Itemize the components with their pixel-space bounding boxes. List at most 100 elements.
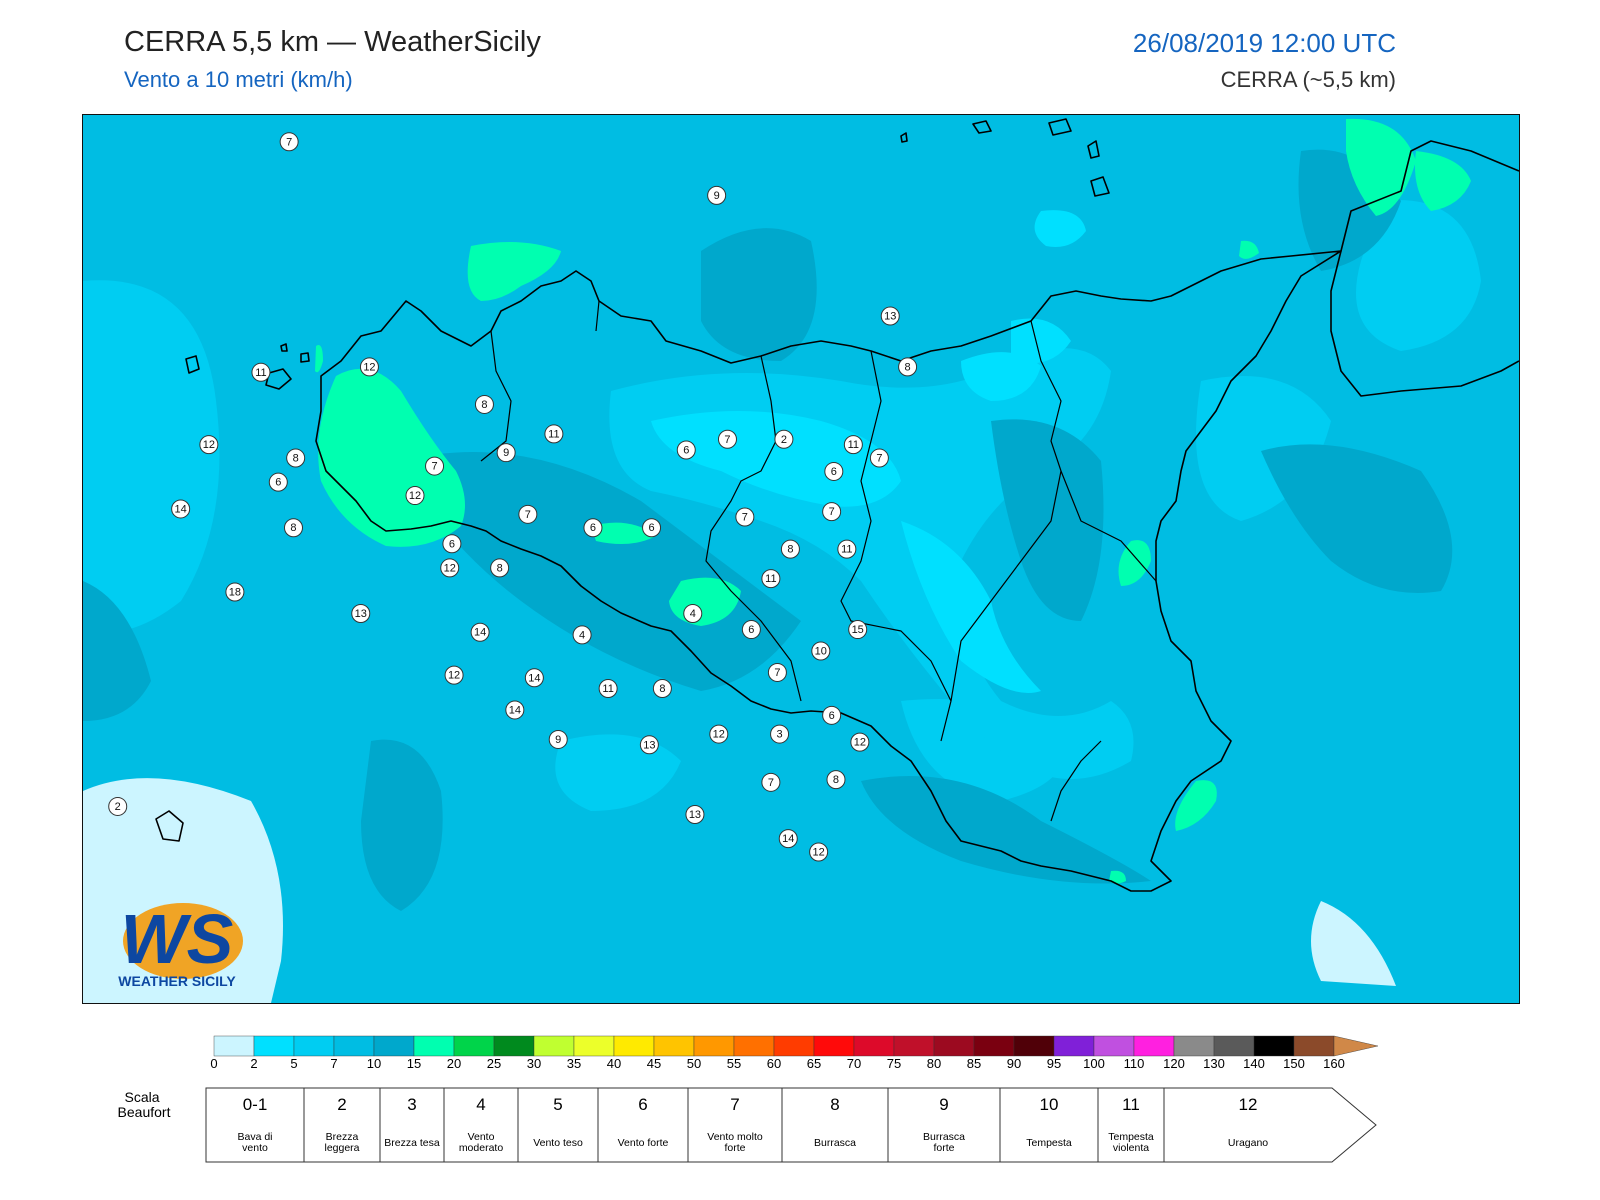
station-circle xyxy=(709,724,729,744)
station-marker[interactable]: 4 xyxy=(572,625,592,645)
station-circle xyxy=(741,620,761,640)
station-marker[interactable]: 7 xyxy=(425,456,445,476)
station-wind-value: 12 xyxy=(713,729,725,741)
station-wind-value: 9 xyxy=(555,734,561,746)
station-marker[interactable]: 14 xyxy=(524,668,544,688)
station-marker[interactable]: 12 xyxy=(709,724,729,744)
colorbar-tick: 85 xyxy=(967,1056,981,1069)
map-title: CERRA 5,5 km — WeatherSicily xyxy=(124,26,541,58)
station-wind-value: 18 xyxy=(229,587,241,599)
station-marker[interactable]: 18 xyxy=(225,582,245,602)
colorbar-cell xyxy=(1013,1035,1055,1057)
station-wind-value: 14 xyxy=(782,833,794,845)
station-wind-value: 12 xyxy=(444,562,456,574)
station-marker[interactable]: 8 xyxy=(826,770,846,790)
station-wind-value: 6 xyxy=(590,522,596,534)
station-marker[interactable]: 8 xyxy=(652,679,672,699)
station-marker[interactable]: 11 xyxy=(761,569,781,589)
station-marker[interactable]: 12 xyxy=(440,558,460,578)
station-marker[interactable]: 15 xyxy=(848,620,868,640)
station-wind-value: 13 xyxy=(643,739,655,751)
station-marker[interactable]: 3 xyxy=(770,724,790,744)
station-marker[interactable]: 12 xyxy=(850,732,870,752)
station-marker[interactable]: 6 xyxy=(442,534,462,554)
logo-letters: WS xyxy=(121,900,234,978)
station-marker[interactable]: 7 xyxy=(735,507,755,527)
station-marker[interactable]: 7 xyxy=(767,662,787,682)
colorbar-tick: 10 xyxy=(367,1056,381,1069)
beaufort-title-line1: Scala xyxy=(125,1089,160,1105)
station-wind-value: 9 xyxy=(503,447,509,459)
station-marker[interactable]: 11 xyxy=(544,424,564,444)
station-marker[interactable]: 2 xyxy=(108,796,128,816)
station-marker[interactable]: 13 xyxy=(685,804,705,824)
station-marker[interactable]: 14 xyxy=(778,829,798,849)
station-marker[interactable]: 14 xyxy=(470,622,490,642)
colorbar-cell xyxy=(613,1035,655,1057)
station-circle xyxy=(251,362,271,382)
station-marker[interactable]: 7 xyxy=(869,448,889,468)
station-circle xyxy=(598,679,618,699)
station-marker[interactable]: 8 xyxy=(898,357,918,377)
colorbar-cell xyxy=(253,1035,295,1057)
station-marker[interactable]: 10 xyxy=(811,641,831,661)
station-marker[interactable]: 7 xyxy=(822,502,842,522)
station-marker[interactable]: 8 xyxy=(490,558,510,578)
pantelleria-island xyxy=(155,810,184,842)
station-marker[interactable]: 6 xyxy=(822,705,842,725)
colorbar-tick: 50 xyxy=(687,1056,701,1069)
station-marker[interactable]: 4 xyxy=(683,603,703,623)
station-circle xyxy=(774,429,794,449)
station-marker[interactable]: 7 xyxy=(518,504,538,524)
beaufort-cell xyxy=(687,1087,783,1163)
station-wind-value: 7 xyxy=(768,777,774,789)
station-marker[interactable]: 8 xyxy=(780,539,800,559)
wind-area-weak xyxy=(901,521,1041,693)
station-marker[interactable]: 12 xyxy=(444,665,464,685)
colorbar-cell xyxy=(1253,1035,1295,1057)
wind-map[interactable]: 7 9 13 8 11 7 11 12 8 12 8 6 14 8 18 13 12 12 7 9 11 7 6 8 14 12 1… xyxy=(82,114,1520,1004)
station-marker[interactable]: 6 xyxy=(268,472,288,492)
beaufort-description: Brezza leggera xyxy=(324,1131,359,1154)
station-marker[interactable]: 14 xyxy=(505,700,525,720)
station-marker[interactable]: 11 xyxy=(843,435,863,455)
station-marker[interactable]: 7 xyxy=(279,132,299,152)
station-wind-value: 13 xyxy=(884,311,896,323)
station-marker[interactable]: 13 xyxy=(639,735,659,755)
station-marker[interactable]: 13 xyxy=(880,306,900,326)
station-marker[interactable]: 8 xyxy=(286,448,306,468)
colorbar-cell xyxy=(333,1035,375,1057)
station-marker[interactable]: 6 xyxy=(741,620,761,640)
station-marker[interactable]: 6 xyxy=(824,461,844,481)
station-marker[interactable]: 9 xyxy=(548,729,568,749)
station-marker[interactable]: 8 xyxy=(283,518,303,538)
station-marker[interactable]: 11 xyxy=(251,362,271,382)
colorbar-tick: 140 xyxy=(1243,1056,1265,1069)
station-marker[interactable]: 11 xyxy=(837,539,857,559)
station-marker[interactable]: 6 xyxy=(642,518,662,538)
station-marker[interactable]: 12 xyxy=(199,435,219,455)
station-marker[interactable]: 7 xyxy=(717,429,737,449)
station-marker[interactable]: 9 xyxy=(496,443,516,463)
colorbar-cell xyxy=(493,1035,535,1057)
station-marker[interactable]: 7 xyxy=(761,772,781,792)
station-marker[interactable]: 14 xyxy=(171,499,191,519)
station-circle xyxy=(770,724,790,744)
colorbar-cell xyxy=(1053,1035,1095,1057)
station-marker[interactable]: 13 xyxy=(351,603,371,623)
station-marker[interactable]: 6 xyxy=(583,518,603,538)
station-marker[interactable]: 9 xyxy=(707,185,727,205)
station-marker[interactable]: 2 xyxy=(774,429,794,449)
station-wind-value: 6 xyxy=(831,466,837,478)
station-marker[interactable]: 11 xyxy=(598,679,618,699)
wind-area-fresh xyxy=(1118,540,1151,586)
station-marker[interactable]: 6 xyxy=(676,440,696,460)
beaufort-cell xyxy=(1097,1087,1165,1163)
beaufort-class: 6 Vento forte xyxy=(597,1087,689,1163)
colorbar-tick: 90 xyxy=(1007,1056,1021,1069)
station-marker[interactable]: 12 xyxy=(405,486,425,506)
station-marker[interactable]: 12 xyxy=(359,357,379,377)
station-marker[interactable]: 12 xyxy=(809,842,829,862)
station-marker[interactable]: 8 xyxy=(474,394,494,414)
